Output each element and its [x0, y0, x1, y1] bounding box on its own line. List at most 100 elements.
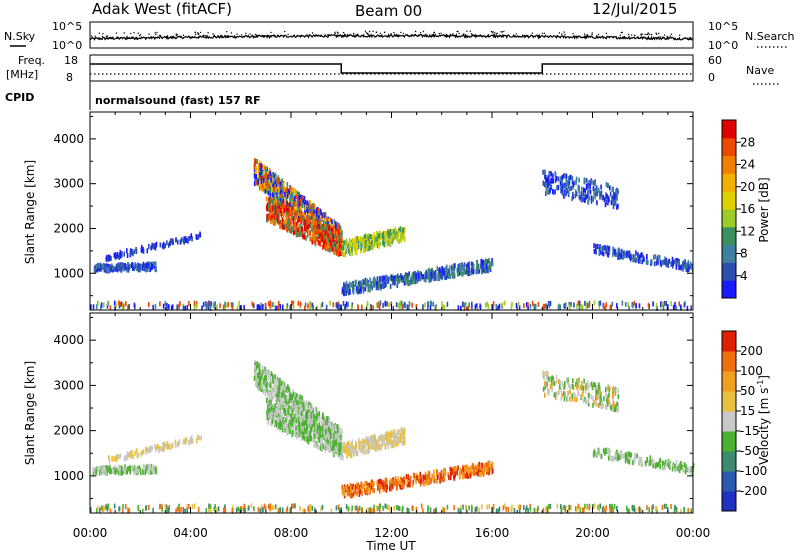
power-cell: [437, 272, 439, 278]
velocity-cell: [287, 404, 289, 410]
nsearch-point: [263, 36, 266, 38]
power-cell: [623, 253, 626, 259]
nsearch-point: [107, 37, 109, 39]
nsearch-point: [517, 36, 520, 38]
nsearch-point: [397, 34, 400, 36]
power-cell: [534, 303, 537, 309]
velocity-cell: [297, 417, 300, 423]
power-cell: [392, 236, 394, 242]
power-cell: [441, 303, 444, 309]
power-cell: [580, 197, 583, 203]
power-cell: [395, 302, 398, 308]
power-cell: [550, 177, 552, 183]
nsearch-point: [487, 34, 490, 36]
velocity-cell: [282, 424, 285, 430]
power-cell: [281, 195, 284, 201]
power-cell: [126, 253, 129, 258]
power-cell: [594, 194, 596, 200]
power-cell: [602, 245, 604, 251]
velocity-cell: [352, 491, 355, 497]
velocity-cell: [346, 453, 348, 459]
power-cell: [448, 274, 450, 279]
power-cell: [119, 301, 121, 307]
power-cell: [369, 245, 371, 251]
power-cell: [261, 186, 263, 192]
power-cell: [267, 301, 270, 307]
velocity-cell: [403, 476, 406, 482]
power-cell: [289, 227, 291, 233]
nsearch-point: [587, 34, 589, 37]
power-cell: [350, 247, 352, 253]
velocity-cell: [336, 438, 338, 443]
nsearch-point: [197, 36, 200, 38]
power-colorbar-swatch: [722, 280, 736, 299]
power-cell: [408, 271, 410, 277]
power-cell: [364, 233, 366, 239]
velocity-cell: [284, 405, 287, 411]
velocity-cell: [292, 391, 295, 397]
power-cell: [682, 262, 684, 268]
power-cell: [482, 267, 484, 273]
power-cell: [621, 248, 623, 254]
power-cell: [109, 267, 112, 273]
power-cell: [409, 280, 412, 286]
power-cell: [255, 180, 257, 186]
power-cell: [254, 168, 256, 174]
power-cell: [616, 189, 618, 195]
power-cell: [367, 287, 370, 293]
power-cell: [168, 304, 170, 310]
power-cell: [356, 236, 358, 242]
power-cell: [116, 252, 119, 257]
power-cell: [126, 267, 128, 273]
power-cell: [324, 230, 327, 236]
velocity-cell: [280, 397, 282, 403]
velocity-cell: [369, 489, 371, 495]
velocity-cell: [398, 429, 401, 435]
power-cell: [319, 236, 322, 242]
velocity-cell: [288, 386, 290, 392]
velocity-cell: [269, 382, 272, 388]
velocity-cell: [294, 415, 297, 420]
velocity-cell: [333, 428, 335, 434]
power-cell: [266, 217, 268, 223]
power-cell: [599, 192, 602, 198]
power-cell: [480, 258, 482, 264]
velocity-cell: [453, 474, 455, 479]
power-cell: [257, 179, 259, 185]
power-cell: [271, 215, 273, 221]
power-cell: [425, 277, 427, 283]
power-cell: [132, 251, 134, 257]
velocity-cell: [328, 427, 330, 433]
power-cell: [404, 275, 407, 281]
power-cell: [304, 204, 307, 210]
velocity-cell: [334, 433, 337, 439]
freq-panel-frame: [89, 54, 694, 82]
power-cell: [431, 270, 434, 276]
power-cell: [568, 180, 571, 186]
nsearch-point: [227, 34, 229, 37]
power-cell: [387, 230, 389, 236]
power-cell: [607, 248, 609, 254]
power-cell: [601, 195, 604, 201]
power-cell: [353, 238, 356, 244]
power-cell: [128, 304, 130, 310]
power-cell: [323, 229, 326, 235]
velocity-cell: [354, 484, 357, 490]
nsearch-point: [212, 33, 214, 35]
power-cell: [314, 235, 316, 241]
nsearch-point: [156, 31, 158, 34]
velocity-cell: [355, 451, 358, 457]
velocity-cell: [257, 386, 260, 391]
power-cell: [333, 219, 336, 225]
power-cell: [678, 264, 681, 270]
power-cell: [659, 260, 662, 266]
power-cell: [424, 302, 426, 308]
power-cell: [303, 195, 306, 201]
power-cell: [471, 301, 473, 307]
velocity-cell: [330, 439, 332, 444]
velocity-cell: [485, 462, 488, 468]
power-cell: [267, 178, 269, 184]
power-cell: [134, 264, 137, 269]
velocity-cell: [277, 386, 279, 392]
power-cell: [610, 304, 612, 310]
